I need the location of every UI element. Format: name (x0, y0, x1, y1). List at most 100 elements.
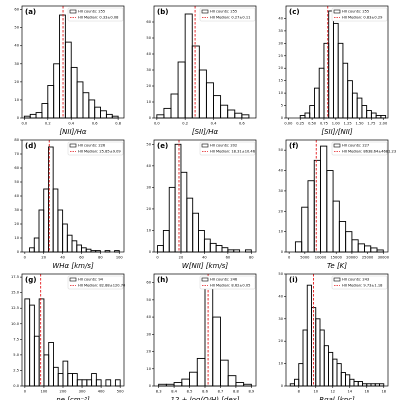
bar (189, 371, 198, 387)
legend-entry: HII counts: 246 (210, 278, 238, 282)
legend-swatch (201, 143, 209, 148)
legend-entry: HII counts: 255 (78, 10, 105, 14)
x-tick-label: 18 (381, 390, 386, 394)
axes-frame (285, 273, 389, 387)
bar (57, 209, 64, 253)
x-axis-label: 12 + log(O/H) [dex] (170, 396, 239, 400)
bar (76, 379, 83, 387)
legend-box (67, 141, 124, 156)
x-tick-label: 20000 (346, 256, 358, 260)
bar (380, 115, 387, 119)
y-tick-label: 10 (14, 98, 19, 102)
x-tick-label: 16 (364, 390, 369, 394)
x-tick-label: 2.00 (379, 122, 388, 126)
x-tick-label: 60 (79, 256, 84, 260)
y-tick-label: 60 (14, 166, 19, 170)
bar (105, 379, 112, 387)
y-tick-label: 40 (278, 294, 283, 298)
x-tick-label: 10 (313, 390, 318, 394)
x-tick-label: 1.75 (367, 122, 375, 126)
y-tick-label: 50 (146, 298, 151, 302)
y-tick-label: 40 (146, 52, 151, 56)
bar (29, 247, 35, 253)
legend-box (199, 141, 256, 156)
bar (180, 171, 188, 253)
bar (328, 10, 334, 119)
x-tick-label: 0.6 (92, 122, 98, 126)
y-tick-label: 60 (146, 281, 151, 285)
bar (38, 209, 45, 253)
x-tick-label: 0.75 (320, 122, 328, 126)
x-tick-label: 400 (98, 390, 106, 394)
bar (66, 234, 73, 253)
bar (337, 42, 344, 119)
bar (215, 245, 223, 253)
bar (29, 304, 35, 387)
y-tick-label: 40 (14, 44, 19, 48)
bar (76, 244, 82, 253)
x-tick-label: 1.50 (356, 122, 365, 126)
y-tick-label: 40 (14, 194, 19, 198)
x-tick-label: 8.7 (218, 390, 224, 394)
y-tick-label: 0 (281, 116, 284, 120)
x-axis-label: WHα [km/s] (52, 262, 94, 270)
bar (52, 188, 59, 253)
bar (81, 379, 88, 387)
bar (351, 239, 359, 253)
bar (356, 97, 363, 119)
bar (213, 95, 222, 119)
x-tick-label: 8.5 (187, 390, 193, 394)
bar (81, 247, 87, 253)
x-tick-label: 10000 (315, 256, 327, 260)
x-tick-label: 0 (24, 390, 27, 394)
bar (59, 14, 66, 119)
y-tick-label: 20 (146, 84, 151, 88)
bar (318, 67, 325, 119)
x-tick-label: 100 (40, 390, 48, 394)
bar (24, 298, 31, 387)
bar (309, 105, 315, 119)
bar (234, 112, 243, 119)
panel-label: (g) (25, 276, 36, 284)
panel-label: (d) (25, 142, 36, 150)
x-axis-label: [NII]/Hα (59, 128, 86, 136)
bar (71, 240, 78, 253)
y-tick-label: 10 (278, 91, 283, 95)
x-tick-label: 0.6 (239, 122, 245, 126)
x-tick-label: 0.50 (308, 122, 317, 126)
bar (62, 223, 68, 253)
y-tick-label: 30 (146, 332, 151, 336)
bar (361, 105, 368, 119)
bar (301, 206, 309, 253)
x-tick-label: 0.0 (21, 122, 27, 126)
legend-entry: HII Median: 0.27±0.11 (210, 16, 250, 20)
legend-entry: HII counts: 243 (342, 278, 369, 282)
bar (326, 170, 334, 253)
bar (298, 363, 304, 387)
bar (191, 45, 200, 119)
legend-entry: HII Median: 0.33±0.08 (78, 16, 119, 20)
x-axis-label: [SII]/Hα (192, 128, 219, 136)
x-axis-label: ne [cm⁻³] (56, 396, 90, 400)
bar (67, 373, 73, 387)
y-tick-label: 5 (281, 104, 283, 108)
x-tick-label: 0.2 (182, 122, 188, 126)
legend-entry: HII counts: 255 (210, 10, 237, 14)
bar (86, 379, 93, 387)
y-tick-label: 5.0 (13, 353, 19, 357)
x-tick-label: 0.2 (45, 122, 51, 126)
bar (64, 41, 72, 119)
y-tick-label: 0 (149, 384, 152, 388)
bar (85, 248, 92, 253)
y-tick-label: 50 (146, 142, 151, 146)
x-tick-label: 100 (116, 256, 124, 260)
x-tick-label: 20 (179, 256, 184, 260)
legend-entry: HII counts: 227 (342, 144, 369, 148)
bar (314, 87, 320, 119)
panel-label: (e) (157, 142, 168, 150)
bar (88, 99, 96, 119)
panel-label: (a) (25, 8, 36, 16)
y-tick-label: 12.5 (11, 306, 19, 310)
y-tick-label: 10 (146, 228, 151, 232)
bar (366, 110, 372, 119)
